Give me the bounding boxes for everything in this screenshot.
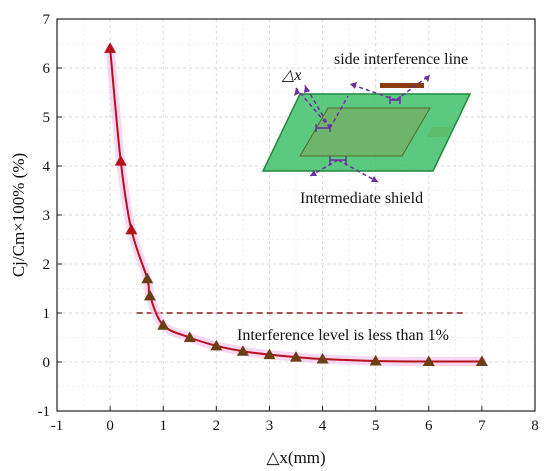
ticks bbox=[56, 18, 536, 412]
arrow-heads bbox=[294, 75, 430, 182]
data-point-marker bbox=[141, 272, 154, 284]
data-point-marker bbox=[114, 155, 127, 166]
x-tick-label: 3 bbox=[266, 418, 274, 434]
inset-illustration: △x side interference line Intermediate s… bbox=[261, 51, 472, 207]
data-point-marker bbox=[210, 339, 223, 351]
x-tick-label: 4 bbox=[319, 418, 327, 434]
series-group bbox=[104, 42, 488, 367]
x-tick-label: 0 bbox=[106, 418, 114, 434]
x-tick-label: -1 bbox=[51, 418, 64, 434]
data-point-marker bbox=[290, 351, 302, 362]
purple-arrows bbox=[295, 74, 431, 183]
y-tick-label: 6 bbox=[43, 61, 51, 77]
y-tick-label: 7 bbox=[43, 12, 51, 28]
y-tick-label: 1 bbox=[43, 306, 51, 322]
data-point-marker bbox=[157, 319, 170, 330]
y-tick-label: 5 bbox=[43, 110, 51, 126]
y-tick-label: 0 bbox=[43, 355, 51, 371]
y-tick-label: 3 bbox=[43, 208, 51, 224]
y-tick-label: 4 bbox=[43, 159, 51, 175]
x-tick-label: 6 bbox=[425, 418, 433, 434]
data-point-marker bbox=[475, 355, 488, 367]
data-point-marker bbox=[143, 289, 156, 301]
x-tick-label: 7 bbox=[478, 418, 486, 434]
x-tick-label: 5 bbox=[372, 418, 380, 434]
side-interference-line bbox=[380, 83, 424, 88]
data-point-marker bbox=[104, 42, 117, 53]
side-line-label: side interference line bbox=[334, 51, 468, 68]
tick-labels: -1 0 1 2 3 4 5 6 7 8 -1 0 1 2 3 4 5 6 7 bbox=[38, 12, 539, 434]
y-tick-label: -1 bbox=[38, 404, 51, 420]
x-tick-label: 1 bbox=[159, 418, 167, 434]
data-point-marker bbox=[316, 353, 329, 364]
threshold-annotation: Interference level is less than 1% bbox=[237, 327, 449, 344]
data-point-marker bbox=[125, 223, 138, 235]
delta-x-label: △x bbox=[281, 67, 301, 84]
data-point-marker bbox=[263, 348, 276, 360]
x-tick-label: 8 bbox=[531, 418, 539, 434]
y-axis-title: Cj/Cm×100% (%) bbox=[9, 153, 28, 277]
x-tick-label: 2 bbox=[213, 418, 221, 434]
data-point-marker bbox=[369, 355, 382, 366]
inner-plate bbox=[299, 107, 431, 157]
data-point-marker bbox=[236, 345, 249, 356]
shield-label: Intermediate shield bbox=[300, 190, 423, 207]
data-point-marker bbox=[422, 355, 435, 367]
y-tick-label: 2 bbox=[43, 257, 51, 273]
data-point-marker bbox=[183, 331, 196, 342]
x-axis-title: △x(mm) bbox=[266, 448, 325, 467]
